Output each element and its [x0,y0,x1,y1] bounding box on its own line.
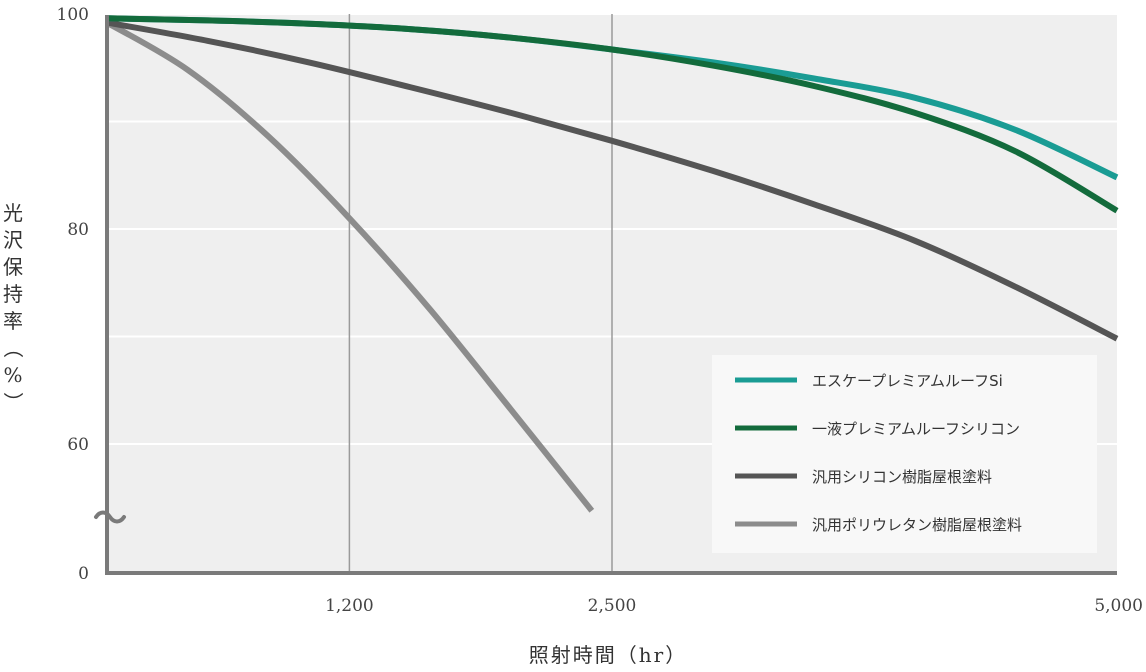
axes [105,15,1117,575]
x-tick-label: 2,500 [588,596,637,616]
series-line-3 [106,19,1119,342]
series-lines [105,15,1119,513]
axis-break-icon [94,510,126,524]
legend-label: エスケープレミアムルーフSi [812,372,1003,390]
y-axis-title-char: （ [1,338,25,358]
y-axis-title-char: 率 [3,309,23,333]
legend: エスケープレミアムルーフSi 一液プレミアムルーフシリコン汎用シリコン樹脂屋根塗料… [712,355,1097,553]
legend-label: 汎用ポリウレタン樹脂屋根塗料 [812,516,1022,534]
series-line-4 [105,20,595,513]
legend-background [712,355,1097,553]
legend-label: 一液プレミアムルーフシリコン [812,420,1020,438]
x-tick-label: 5,000 [1094,596,1143,616]
y-axis-title-char: 沢 [3,228,23,252]
legend-label: 汎用シリコン樹脂屋根塗料 [812,468,992,486]
y-tick-label: 60 [67,435,89,455]
x-tick-labels: 1,200 2,500 5,000 [325,596,1143,616]
y-tick-label: 100 [57,5,89,25]
y-tick-label: 0 [78,564,89,584]
x-axis-title: 照射時間（hr） [529,643,687,667]
vertical-gridlines [348,14,613,573]
y-tick-labels: 100 80 60 0 [57,5,89,584]
series-line-2 [106,15,1119,214]
x-tick-label: 1,200 [325,596,374,616]
y-axis-title-char: 保 [3,255,23,279]
y-axis-title-char: % [3,363,22,387]
y-axis-title-char: ） [1,392,25,412]
y-axis-title-char: 光 [3,201,23,225]
y-axis-title-char: 持 [3,282,23,306]
y-tick-label: 80 [67,220,89,240]
